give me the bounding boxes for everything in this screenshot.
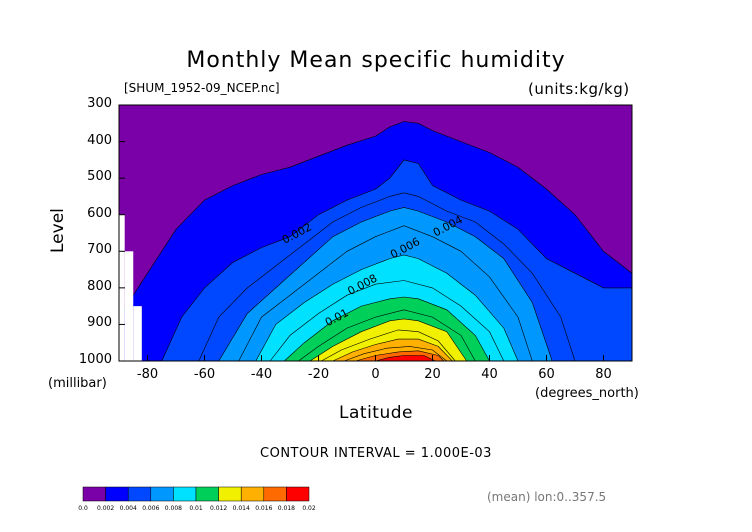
contour-line-0.002 [118, 121, 633, 318]
contour-line-0.013 [321, 329, 456, 362]
colorbar-label: 0.018 [277, 505, 295, 512]
colorbar-swatch [218, 486, 242, 502]
y-tick-label: 800 [87, 278, 112, 294]
x-axis-unit: (degrees_north) [535, 386, 639, 401]
x-tick-label: 80 [595, 367, 612, 382]
contour-line-0.009 [269, 280, 505, 362]
x-tick-label: -20 [307, 367, 330, 382]
axis-ticks [119, 104, 604, 362]
mean-note: (mean) lon:0..357.5 [487, 490, 607, 504]
x-axis-title: Latitude [339, 403, 413, 423]
units-label: (units:kg/kg) [528, 80, 630, 98]
contour-line-0.004 [161, 159, 632, 362]
colorbar-swatch [240, 486, 265, 502]
x-tick-label: 40 [481, 367, 498, 382]
contour-line-0.014 [332, 338, 453, 362]
x-tick-label: -40 [250, 367, 273, 382]
x-tick-label: -80 [136, 367, 159, 382]
colorbar-label: 0.02 [302, 505, 316, 512]
contour-line-0.005 [198, 192, 576, 362]
y-tick-label: 400 [87, 132, 112, 148]
colorbar-swatch [173, 486, 197, 502]
y-tick-label: 700 [87, 242, 112, 258]
colorbar-label: 0.008 [164, 505, 182, 512]
x-tick-label: -60 [193, 367, 216, 382]
y-tick-label: 300 [87, 96, 112, 111]
contour-line-0.015 [343, 346, 447, 362]
file-name: [SHUM_1952-09_NCEP.nc] [124, 81, 280, 95]
colorbar-swatch [286, 486, 310, 502]
colorbar-label: 0.01 [189, 505, 203, 512]
colorbar-swatch [263, 486, 287, 502]
x-tick-label: 0 [371, 367, 380, 382]
contour-line-0.007 [238, 225, 533, 362]
x-tick-label: 20 [424, 367, 441, 382]
contour-line-0.012 [309, 318, 467, 362]
y-tick-label: 500 [87, 169, 112, 185]
missing-data-block [124, 251, 134, 361]
colorbar-swatch [195, 486, 219, 502]
x-tick-label: 60 [538, 367, 555, 382]
colorbar-label: 0.016 [255, 505, 273, 512]
colorbar-label: 0.014 [232, 505, 250, 512]
contour-line-0.01 [284, 296, 490, 362]
y-axis-unit: (millibar) [48, 376, 107, 391]
contour-line-0.016 [355, 350, 445, 362]
colorbar-swatch [82, 486, 106, 502]
colorbar-swatch [127, 486, 152, 502]
colorbar-label: 0.002 [97, 505, 115, 512]
colorbar-swatch [150, 486, 174, 502]
missing-data-block [133, 306, 142, 361]
colorbar-label: 0.006 [142, 505, 160, 512]
contour-interval: CONTOUR INTERVAL = 1.000E-03 [260, 446, 492, 461]
colorbar-label: 0.012 [210, 505, 228, 512]
contour-line-0.011 [298, 309, 476, 362]
y-tick-label: 600 [87, 205, 112, 221]
y-tick-label: 900 [87, 315, 112, 331]
colorbar-swatch [105, 486, 129, 502]
contour-lines [118, 121, 633, 362]
chart-title: Monthly Mean specific humidity [186, 48, 566, 73]
colorbar-label: 0.0 [78, 505, 88, 512]
colorbar-label: 0.004 [119, 505, 137, 512]
y-tick-label: 1000 [78, 352, 112, 367]
colorbar [82, 486, 310, 502]
contour-fills [119, 105, 633, 361]
contour-fill-0.018 [375, 355, 436, 361]
contour-line-0.006 [218, 207, 553, 362]
contour-line-0.018 [375, 355, 436, 362]
contour-line-0.008 [255, 254, 519, 362]
